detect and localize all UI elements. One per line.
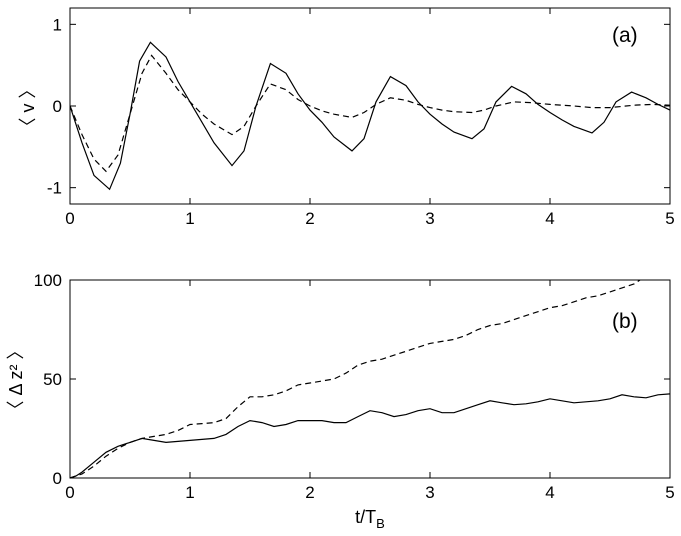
panel-b-series-dashed-line	[69, 279, 641, 479]
panel-b-series	[69, 279, 671, 479]
panel-b-y-tick-label: 100	[34, 271, 62, 290]
panel-a-x-tick-label: 5	[665, 209, 674, 228]
panel-b: 0 1 2 3 4 5 0 50 100 (b) 〈 Δ z² 〉 t/TB	[6, 271, 675, 531]
panel-a-label: (a)	[612, 24, 638, 47]
panel-a-x-tick-label: 1	[185, 209, 194, 228]
panel-a-x-tick-label: 4	[545, 209, 554, 228]
panel-b-x-tick-label: 4	[545, 483, 554, 502]
panel-b-x-tick-label: 0	[65, 483, 74, 502]
panel-a-series-solid-line	[69, 41, 671, 191]
panel-a-y-axis-label: 〈 v 〉	[18, 80, 38, 135]
panel-a-y-ticks: -1 0 1	[47, 15, 670, 198]
panel-b-frame	[69, 279, 671, 479]
panel-b-x-axis-label-sub: B	[376, 516, 385, 531]
panel-b-series-solid-line	[69, 393, 671, 479]
panel-a-x-tick-label: 2	[305, 209, 314, 228]
panel-a-x-tick-label: 0	[65, 209, 74, 228]
panel-a-y-tick-label: 0	[53, 97, 62, 116]
panel-b-y-tick-label: 0	[53, 469, 62, 488]
panel-b-x-tick-label: 2	[305, 483, 314, 502]
panel-a-x-ticks: 0 1 2 3 4 5	[65, 8, 675, 228]
panel-b-y-tick-label: 50	[43, 370, 62, 389]
panel-a-x-tick-label: 3	[425, 209, 434, 228]
panel-a-series	[69, 41, 671, 191]
panel-b-label: (b)	[612, 310, 638, 333]
panel-b-y-ticks: 0 50 100	[34, 271, 670, 488]
panel-a-y-tick-label: -1	[47, 179, 62, 198]
panel-b-x-tick-label: 1	[185, 483, 194, 502]
panel-b-x-axis-label-main: t/T	[355, 507, 376, 527]
panel-b-x-axis-label: t/TB	[355, 507, 385, 531]
panel-b-x-ticks: 0 1 2 3 4 5	[65, 280, 675, 502]
panel-b-x-tick-label: 5	[665, 483, 674, 502]
panel-b-y-axis-label: 〈 Δ z² 〉	[6, 341, 26, 418]
panel-b-x-tick-label: 3	[425, 483, 434, 502]
panel-a-series-dashed-line	[69, 54, 671, 173]
panel-a-y-tick-label: 1	[53, 15, 62, 34]
